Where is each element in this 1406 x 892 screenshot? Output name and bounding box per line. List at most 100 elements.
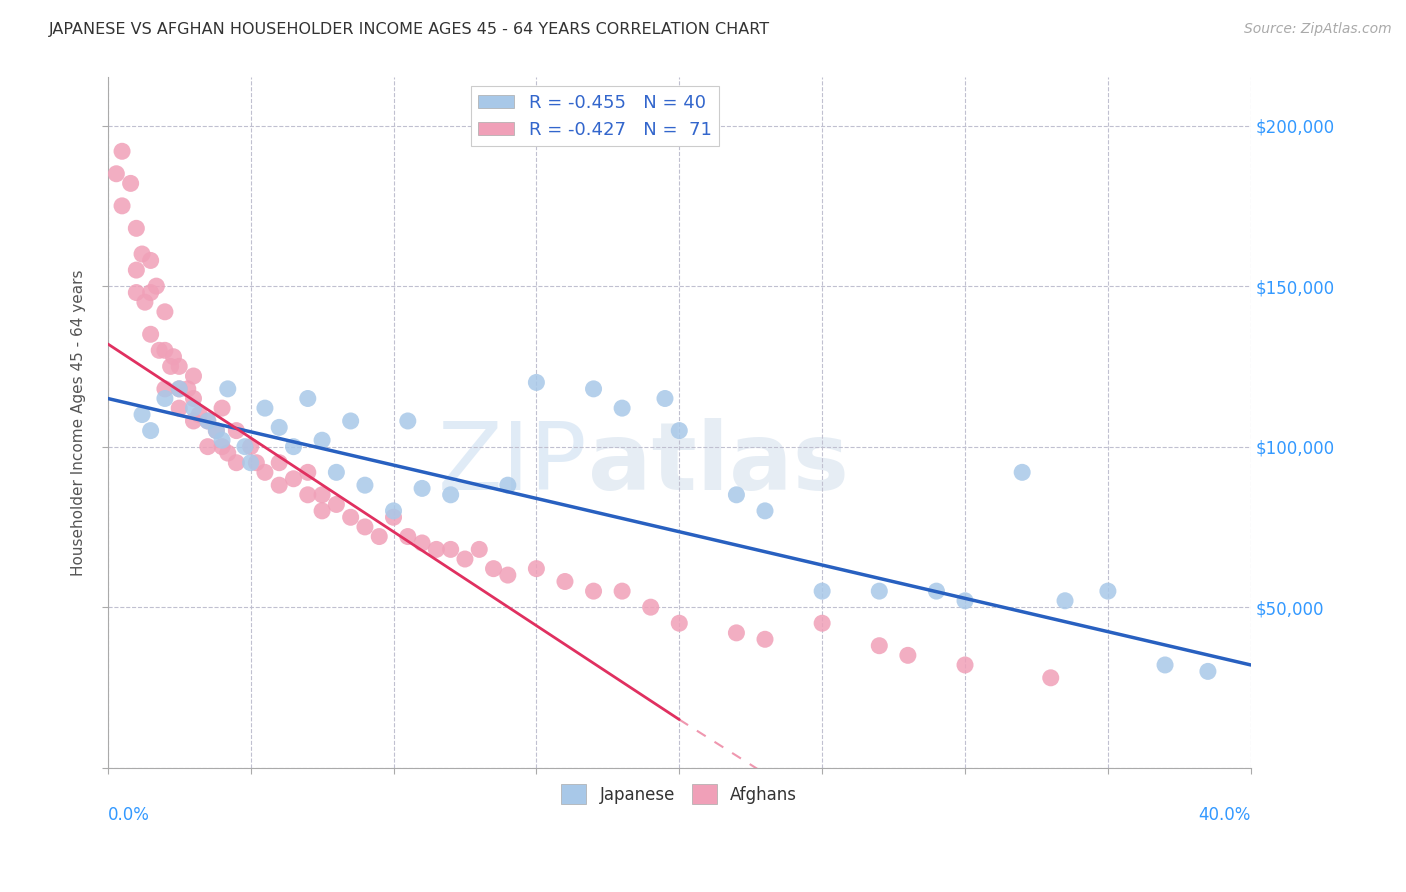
Point: [325, 498, 347, 512]
Point: [183, 401, 205, 416]
Point: [139, 424, 162, 438]
Point: [1097, 584, 1119, 599]
Text: ZIP: ZIP: [439, 418, 588, 510]
Point: [610, 401, 633, 416]
Point: [897, 648, 920, 663]
Point: [139, 253, 162, 268]
Point: [225, 456, 247, 470]
Point: [139, 285, 162, 300]
Point: [953, 593, 976, 607]
Point: [148, 343, 170, 358]
Point: [482, 562, 505, 576]
Point: [297, 392, 319, 406]
Point: [468, 542, 491, 557]
Point: [396, 414, 419, 428]
Point: [339, 510, 361, 524]
Point: [239, 456, 262, 470]
Point: [188, 408, 211, 422]
Text: Source: ZipAtlas.com: Source: ZipAtlas.com: [1244, 22, 1392, 37]
Point: [217, 382, 239, 396]
Text: 0.0%: 0.0%: [108, 805, 149, 823]
Point: [139, 327, 162, 342]
Point: [120, 177, 142, 191]
Point: [411, 536, 433, 550]
Point: [131, 408, 153, 422]
Point: [159, 359, 181, 374]
Point: [283, 472, 305, 486]
Point: [153, 382, 176, 396]
Point: [134, 295, 156, 310]
Point: [725, 488, 748, 502]
Point: [253, 466, 276, 480]
Point: [197, 440, 219, 454]
Point: [725, 625, 748, 640]
Point: [183, 414, 205, 428]
Point: [205, 424, 228, 438]
Point: [1154, 657, 1177, 672]
Point: [496, 478, 519, 492]
Point: [754, 632, 776, 647]
Point: [297, 466, 319, 480]
Point: [354, 520, 377, 534]
Point: [269, 420, 291, 434]
Point: [211, 440, 233, 454]
Point: [868, 639, 890, 653]
Point: [111, 199, 134, 213]
Point: [211, 401, 233, 416]
Point: [668, 424, 690, 438]
Point: [526, 376, 548, 390]
Point: [411, 482, 433, 496]
Point: [167, 382, 190, 396]
Point: [582, 584, 605, 599]
Point: [167, 401, 190, 416]
Point: [145, 279, 167, 293]
Point: [1039, 671, 1062, 685]
Point: [153, 392, 176, 406]
Point: [654, 392, 676, 406]
Point: [754, 504, 776, 518]
Point: [269, 478, 291, 492]
Point: [1053, 593, 1076, 607]
Y-axis label: Householder Income Ages 45 - 64 years: Householder Income Ages 45 - 64 years: [72, 269, 86, 576]
Point: [953, 657, 976, 672]
Text: atlas: atlas: [588, 418, 849, 510]
Point: [269, 456, 291, 470]
Point: [297, 488, 319, 502]
Point: [253, 401, 276, 416]
Point: [153, 343, 176, 358]
Point: [425, 542, 447, 557]
Point: [325, 466, 347, 480]
Point: [183, 392, 205, 406]
Point: [125, 221, 148, 235]
Point: [311, 434, 333, 448]
Point: [368, 530, 391, 544]
Point: [162, 350, 184, 364]
Point: [111, 145, 134, 159]
Point: [610, 584, 633, 599]
Text: JAPANESE VS AFGHAN HOUSEHOLDER INCOME AGES 45 - 64 YEARS CORRELATION CHART: JAPANESE VS AFGHAN HOUSEHOLDER INCOME AG…: [49, 22, 770, 37]
Point: [925, 584, 948, 599]
Point: [233, 440, 256, 454]
Point: [1011, 466, 1033, 480]
Legend: Japanese, Afghans: Japanese, Afghans: [555, 778, 804, 811]
Point: [311, 504, 333, 518]
Point: [131, 247, 153, 261]
Point: [205, 424, 228, 438]
Text: 40.0%: 40.0%: [1198, 805, 1251, 823]
Point: [1197, 665, 1219, 679]
Point: [496, 568, 519, 582]
Point: [339, 414, 361, 428]
Point: [454, 552, 477, 566]
Point: [382, 504, 405, 518]
Point: [167, 359, 190, 374]
Point: [811, 616, 834, 631]
Point: [183, 369, 205, 384]
Point: [582, 382, 605, 396]
Point: [125, 285, 148, 300]
Point: [554, 574, 576, 589]
Point: [526, 562, 548, 576]
Point: [217, 446, 239, 460]
Point: [245, 456, 267, 470]
Point: [167, 382, 190, 396]
Point: [640, 600, 662, 615]
